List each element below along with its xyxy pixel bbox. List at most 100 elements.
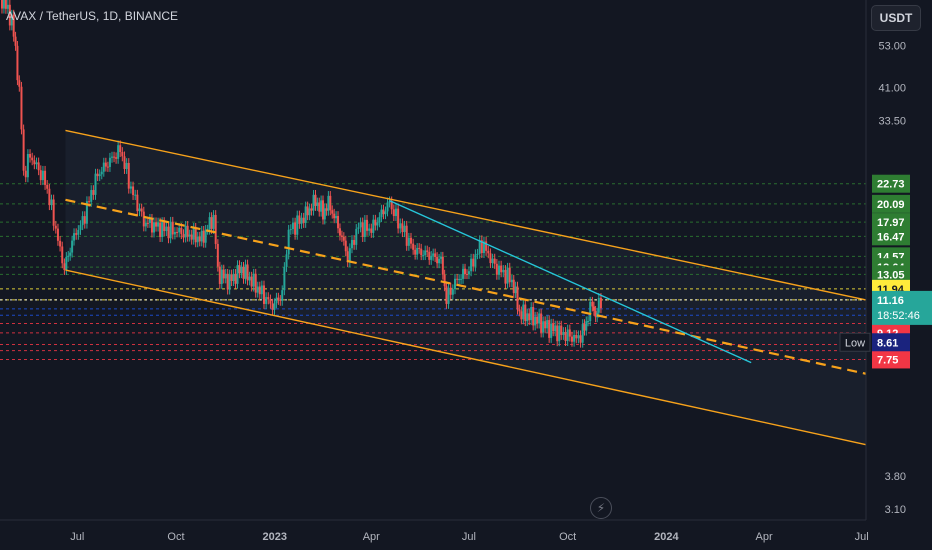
candle-body — [353, 239, 356, 245]
candle-body — [438, 258, 441, 264]
candle-body — [252, 273, 255, 287]
candle-body — [320, 200, 323, 212]
candle-body — [366, 219, 369, 231]
candle-body — [587, 321, 590, 323]
candle-body — [287, 229, 290, 255]
candle-body — [248, 276, 251, 281]
candle-body — [212, 214, 215, 229]
candle-body — [485, 241, 488, 251]
candle-body — [26, 154, 29, 178]
candle-body — [528, 313, 531, 321]
candle-body — [591, 301, 594, 307]
candle-body — [273, 303, 276, 310]
candle-body — [54, 225, 57, 229]
level-tag — [872, 227, 910, 246]
candle-body — [526, 313, 529, 322]
candle-body — [250, 276, 253, 287]
candle-body — [171, 221, 174, 235]
candle-body — [390, 201, 393, 210]
candle-body — [165, 226, 168, 232]
candle-body — [232, 273, 235, 282]
candle-body — [568, 329, 571, 337]
candle-body — [173, 231, 176, 235]
candle-body — [113, 156, 116, 158]
candle-body — [322, 200, 325, 220]
candle-body — [281, 290, 284, 301]
candle-body — [514, 286, 517, 294]
candle-body — [161, 222, 164, 238]
candle-body — [510, 279, 513, 283]
candle-body — [361, 222, 364, 237]
candle-body — [167, 226, 170, 239]
candle-body — [453, 278, 456, 290]
candle-body — [476, 253, 479, 255]
candle-body — [516, 286, 519, 310]
low-price-label: 8.61 — [877, 337, 898, 349]
candle-body — [230, 274, 233, 282]
candle-body — [269, 299, 272, 304]
candle-body — [134, 194, 137, 196]
candle-body — [532, 307, 535, 326]
candle-body — [534, 316, 537, 326]
candle-body — [186, 225, 189, 237]
candle-body — [115, 157, 118, 159]
candle-body — [554, 325, 557, 332]
x-tick-label: Oct — [559, 531, 576, 543]
candle-body — [440, 256, 443, 259]
candle-body — [420, 248, 423, 256]
candle-body — [96, 173, 99, 177]
candle-body — [560, 325, 563, 335]
candle-body — [331, 210, 334, 214]
lightning-bolt-icon[interactable]: ⚡︎ — [590, 497, 612, 519]
candle-body — [338, 228, 341, 236]
candle-body — [31, 157, 34, 161]
candle-body — [308, 208, 311, 216]
candle-body — [573, 334, 576, 342]
x-tick-label: Jul — [462, 531, 476, 543]
candle-body — [240, 266, 243, 274]
candle-body — [20, 86, 23, 130]
candle-body — [155, 222, 158, 227]
candle-body — [157, 222, 160, 227]
candle-body — [436, 256, 439, 264]
candle-body — [83, 216, 86, 224]
candle-body — [594, 310, 597, 318]
candle-body — [71, 240, 74, 253]
candle-body — [102, 162, 105, 172]
candle-body — [597, 297, 600, 313]
candle-body — [121, 151, 124, 157]
candle-body — [65, 256, 68, 270]
candle-body — [136, 194, 139, 212]
candle-body — [394, 208, 397, 217]
candle-body — [18, 80, 21, 87]
y-tick-label: 3.80 — [885, 471, 906, 483]
candle-body — [106, 166, 109, 168]
candle-body — [169, 221, 172, 239]
candle-body — [94, 173, 97, 195]
candle-body — [512, 279, 515, 294]
candle-body — [350, 239, 353, 249]
low-price-tag — [872, 333, 910, 352]
candle-body — [374, 219, 377, 226]
candle-body — [335, 215, 338, 219]
candle-body — [508, 267, 511, 283]
candle-body — [2, 0, 5, 9]
candle-body — [458, 279, 461, 281]
candle-body — [81, 216, 84, 226]
candle-body — [108, 157, 111, 167]
candle-body — [522, 304, 525, 320]
candle-body — [265, 297, 268, 304]
candle-body — [117, 145, 120, 159]
candle-body — [176, 231, 179, 233]
candle-body — [552, 323, 555, 332]
trendline — [389, 199, 752, 364]
candle-body — [61, 246, 64, 264]
candle-body — [392, 209, 395, 217]
x-tick-label: Oct — [167, 531, 184, 543]
candle-body — [204, 229, 207, 243]
candle-body — [24, 170, 27, 178]
candle-body — [467, 271, 470, 275]
candle-body — [44, 170, 47, 185]
currency-button[interactable]: USDT — [871, 5, 921, 31]
